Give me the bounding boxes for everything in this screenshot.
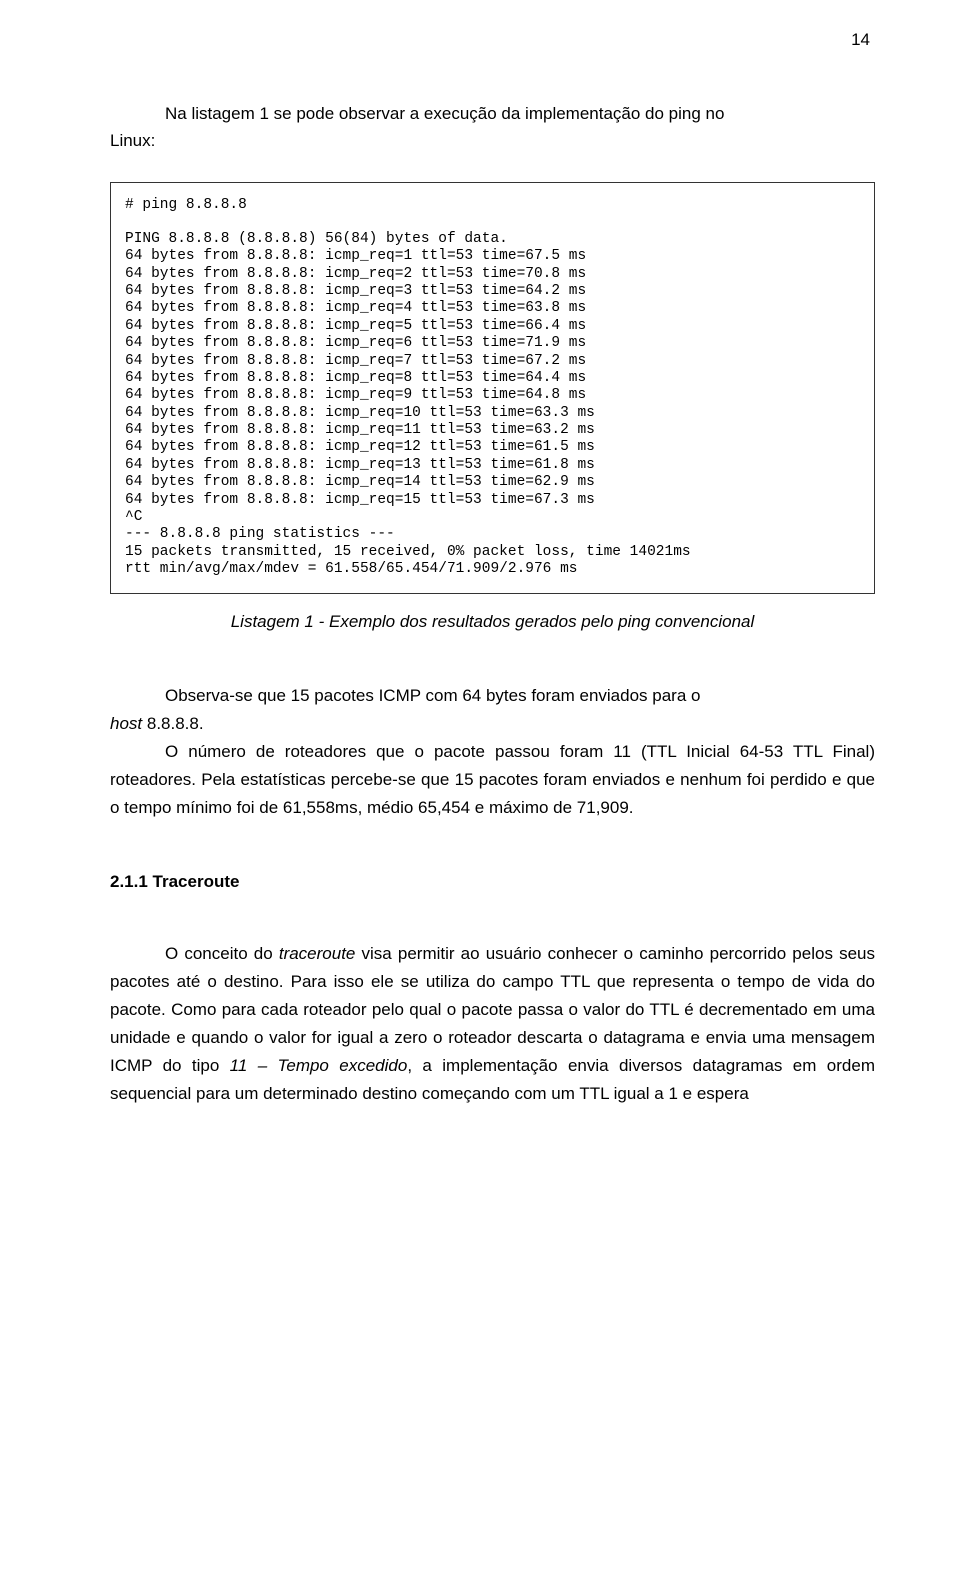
ping-reply-line: 64 bytes from 8.8.8.8: icmp_req=4 ttl=53… [125,300,860,317]
para-traceroute: O conceito do traceroute visa permitir a… [110,940,875,1108]
ping-reply-line: 64 bytes from 8.8.8.8: icmp_req=8 ttl=53… [125,370,860,387]
ping-reply-line: 64 bytes from 8.8.8.8: icmp_req=2 ttl=53… [125,266,860,283]
p3-italic-tempo: 11 – Tempo excedido [230,1056,408,1075]
para-observa: Observa-se que 15 pacotes ICMP com 64 by… [110,682,875,710]
para-roteadores: O número de roteadores que o pacote pass… [110,738,875,822]
ping-reply-line: 64 bytes from 8.8.8.8: icmp_req=14 ttl=5… [125,474,860,491]
ping-reply-line: 64 bytes from 8.8.8.8: icmp_req=11 ttl=5… [125,422,860,439]
ping-reply-line: 64 bytes from 8.8.8.8: icmp_req=6 ttl=53… [125,335,860,352]
ping-reply-line: 64 bytes from 8.8.8.8: icmp_req=3 ttl=53… [125,283,860,300]
ping-reply-line: 64 bytes from 8.8.8.8: icmp_req=1 ttl=53… [125,248,860,265]
ping-replies: 64 bytes from 8.8.8.8: icmp_req=1 ttl=53… [125,248,860,509]
host-ip: 8.8.8.8. [142,714,203,733]
ping-reply-line: 64 bytes from 8.8.8.8: icmp_req=10 ttl=5… [125,405,860,422]
ping-reply-line: 64 bytes from 8.8.8.8: icmp_req=5 ttl=53… [125,318,860,335]
ping-reply-line: 64 bytes from 8.8.8.8: icmp_req=7 ttl=53… [125,353,860,370]
intro-paragraph: Na listagem 1 se pode observar a execuçã… [110,100,875,154]
stats-rtt: rtt min/avg/max/mdev = 61.558/65.454/71.… [125,561,860,578]
stats-transmitted: 15 packets transmitted, 15 received, 0% … [125,544,860,561]
p3-s1: O conceito do [165,944,279,963]
para-host: host 8.8.8.8. [110,710,875,738]
ping-header: PING 8.8.8.8 (8.8.8.8) 56(84) bytes of d… [125,231,860,248]
observation-block: Observa-se que 15 pacotes ICMP com 64 by… [110,682,875,822]
stats-header: --- 8.8.8.8 ping statistics --- [125,526,860,543]
page-number: 14 [851,30,870,50]
cmd-line: # ping 8.8.8.8 [125,197,860,214]
listing-caption: Listagem 1 - Exemplo dos resultados gera… [110,612,875,632]
ping-reply-line: 64 bytes from 8.8.8.8: icmp_req=13 ttl=5… [125,457,860,474]
ping-reply-line: 64 bytes from 8.8.8.8: icmp_req=12 ttl=5… [125,439,860,456]
ping-reply-line: 64 bytes from 8.8.8.8: icmp_req=15 ttl=5… [125,492,860,509]
ping-reply-line: 64 bytes from 8.8.8.8: icmp_req=9 ttl=53… [125,387,860,404]
host-italic: host [110,714,142,733]
terminal-output: # ping 8.8.8.8 PING 8.8.8.8 (8.8.8.8) 56(… [110,182,875,593]
section-traceroute-header: 2.1.1 Traceroute [110,872,875,892]
ctrl-c: ^C [125,509,860,526]
intro-text: Na listagem 1 se pode observar a execuçã… [110,100,875,127]
intro-linux-label: Linux: [110,127,875,154]
p3-italic-traceroute: traceroute [279,944,356,963]
